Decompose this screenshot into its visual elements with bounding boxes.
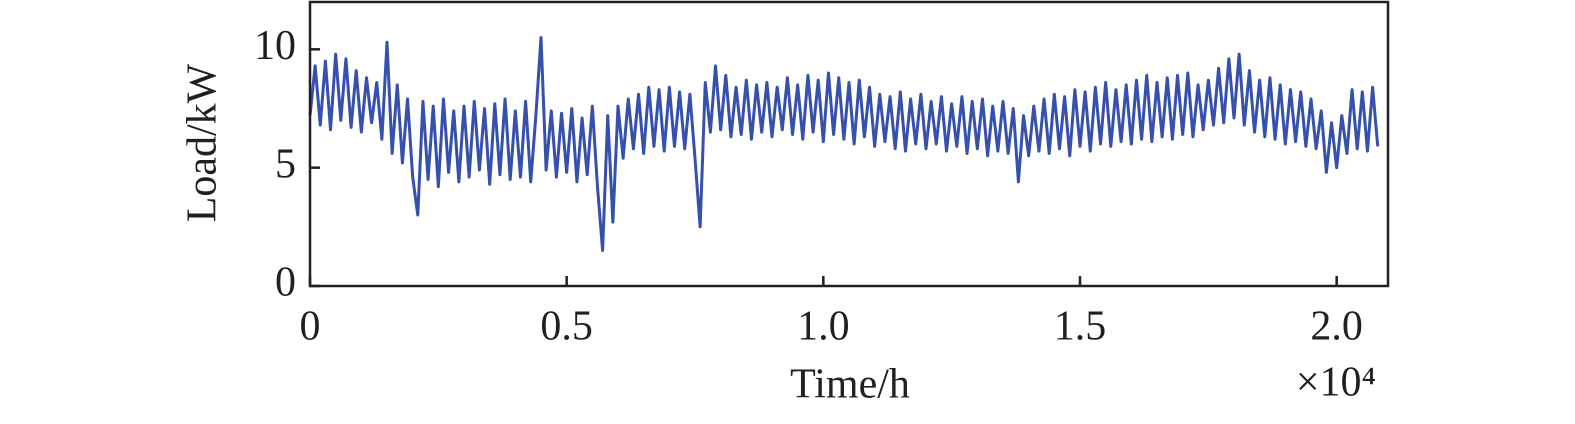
y-tick-label: 5 [275,141,296,187]
x-tick-label: 1.5 [1054,304,1107,350]
x-tick-label: 0.5 [540,304,593,350]
y-tick-label: 0 [275,260,296,306]
data-line [308,36,1380,252]
x-tick-label: 0 [300,304,321,350]
x-tick-label: 1.0 [797,304,850,350]
y-tick-label: 10 [254,23,296,69]
x-multiplier: ×10⁴ [1296,360,1376,406]
plot-frame [308,0,1390,288]
x-tick-label: 2.0 [1310,304,1363,350]
x-axis-label: Time/h [790,362,910,408]
y-axis-label: Load/kW [180,63,226,222]
